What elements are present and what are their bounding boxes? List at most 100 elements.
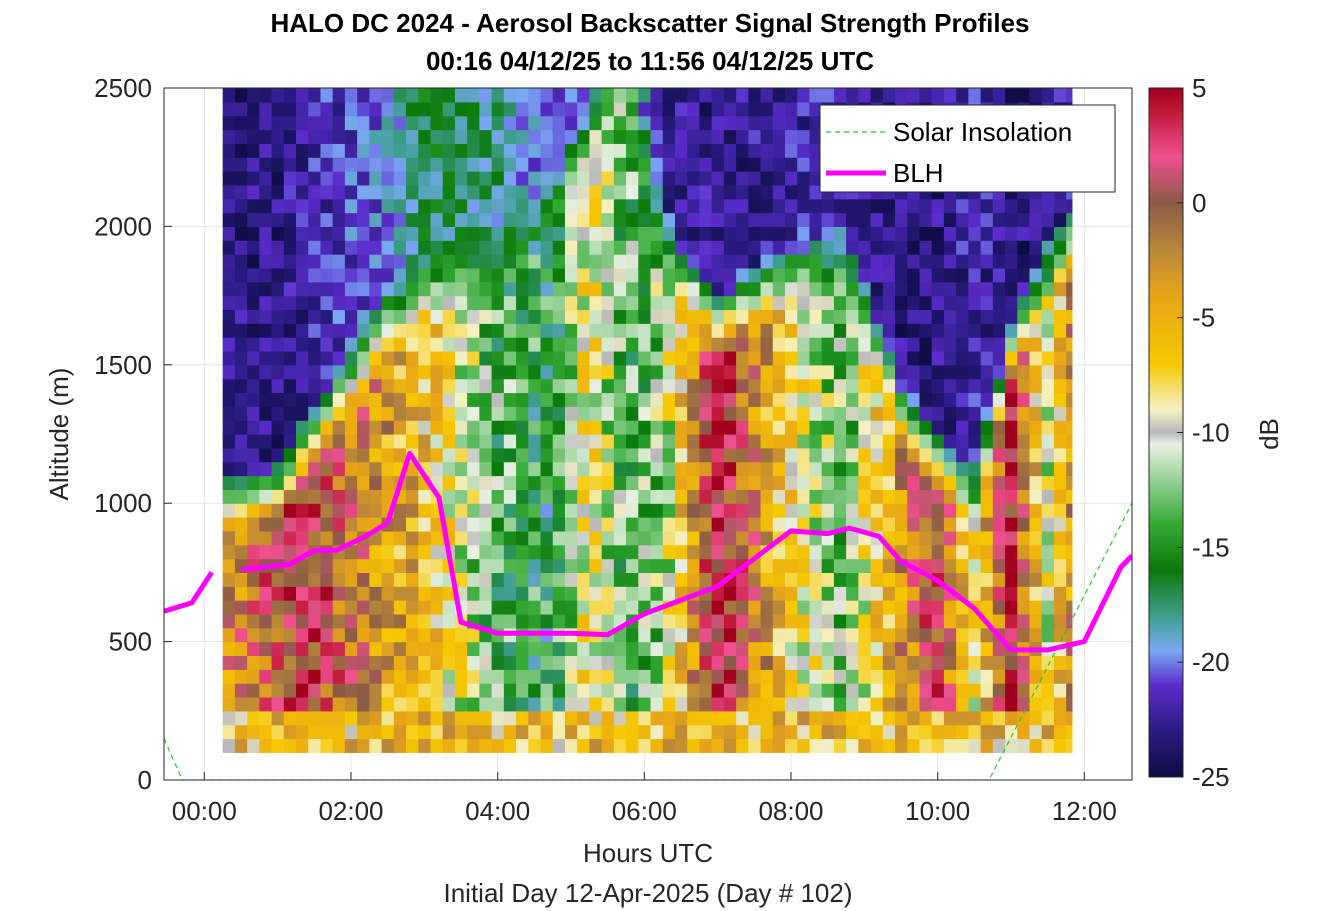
heatmap-cell bbox=[626, 171, 639, 186]
heatmap-cell bbox=[259, 475, 273, 490]
heatmap-cell bbox=[650, 420, 664, 435]
heatmap-cell bbox=[406, 475, 419, 490]
heatmap-cell bbox=[430, 309, 444, 324]
heatmap-cell bbox=[393, 683, 407, 698]
heatmap-cell bbox=[895, 323, 908, 338]
heatmap-cell bbox=[344, 724, 358, 740]
heatmap-cell bbox=[344, 157, 358, 172]
heatmap-cell bbox=[662, 696, 676, 712]
heatmap-cell bbox=[723, 364, 737, 380]
heatmap-cell bbox=[638, 406, 652, 421]
heatmap-cell bbox=[344, 309, 358, 324]
heatmap-cell bbox=[785, 364, 798, 380]
heatmap-cell bbox=[344, 350, 358, 366]
heatmap-cell bbox=[503, 406, 517, 421]
heatmap-cell bbox=[1041, 503, 1055, 518]
heatmap-cell bbox=[430, 88, 444, 103]
heatmap-cell bbox=[271, 254, 285, 269]
heatmap-cell bbox=[601, 600, 615, 615]
heatmap-cell bbox=[1029, 503, 1043, 518]
heatmap-cell bbox=[381, 710, 395, 726]
heatmap-cell bbox=[552, 115, 566, 131]
heatmap-cell bbox=[882, 586, 896, 601]
heatmap-cell bbox=[785, 475, 798, 490]
heatmap-cell bbox=[332, 475, 346, 490]
heatmap-cell bbox=[736, 309, 749, 324]
heatmap-cell bbox=[772, 115, 786, 131]
heatmap-cell bbox=[919, 88, 933, 103]
heatmap-cell bbox=[247, 572, 260, 587]
heatmap-cell bbox=[234, 157, 248, 172]
heatmap-cell bbox=[736, 129, 749, 144]
heatmap-cell bbox=[1066, 489, 1073, 504]
heatmap-cell bbox=[1066, 558, 1073, 573]
heatmap-cell bbox=[723, 627, 737, 643]
heatmap-cell bbox=[882, 738, 896, 753]
heatmap-cell bbox=[234, 641, 248, 657]
heatmap-cell bbox=[1005, 475, 1018, 490]
heatmap-cell bbox=[454, 184, 468, 200]
heatmap-cell bbox=[760, 530, 774, 546]
heatmap-cell bbox=[846, 420, 859, 435]
heatmap-cell bbox=[454, 738, 468, 753]
heatmap-cell bbox=[931, 281, 945, 297]
heatmap-cell bbox=[662, 184, 676, 200]
heatmap-cell bbox=[895, 710, 908, 726]
heatmap-cell bbox=[992, 655, 1006, 670]
heatmap-cell bbox=[1029, 267, 1043, 283]
heatmap-cell bbox=[723, 240, 737, 255]
heatmap-cell bbox=[723, 143, 737, 158]
heatmap-cell bbox=[980, 226, 994, 241]
heatmap-cell bbox=[344, 392, 358, 407]
heatmap-cell bbox=[687, 101, 701, 117]
heatmap-cell bbox=[454, 392, 468, 407]
heatmap-cell bbox=[479, 600, 493, 615]
heatmap-cell bbox=[613, 323, 627, 338]
heatmap-cell bbox=[638, 171, 652, 186]
heatmap-cell bbox=[956, 212, 969, 227]
heatmap-cell bbox=[736, 406, 749, 421]
heatmap-cell bbox=[1017, 88, 1031, 103]
heatmap-cell bbox=[968, 461, 982, 477]
heatmap-cell bbox=[943, 337, 957, 352]
heatmap-cell bbox=[711, 600, 725, 615]
heatmap-cell bbox=[540, 710, 554, 726]
heatmap-cell bbox=[271, 696, 285, 712]
heatmap-cell bbox=[271, 710, 285, 726]
heatmap-cell bbox=[308, 337, 322, 352]
heatmap-cell bbox=[479, 226, 493, 241]
heatmap-cell bbox=[760, 240, 774, 255]
heatmap-cell bbox=[540, 143, 554, 158]
heatmap-cell bbox=[613, 171, 627, 186]
heatmap-cell bbox=[760, 115, 774, 131]
heatmap-cell bbox=[943, 364, 957, 380]
heatmap-cell bbox=[846, 503, 859, 518]
heatmap-cell bbox=[393, 447, 407, 463]
heatmap-cell bbox=[393, 254, 407, 269]
heatmap-cell bbox=[809, 378, 823, 394]
heatmap-cell bbox=[601, 586, 615, 601]
heatmap-cell bbox=[271, 627, 285, 643]
heatmap-cell bbox=[1066, 323, 1073, 338]
heatmap-cell bbox=[564, 240, 578, 255]
heatmap-cell bbox=[467, 406, 480, 421]
heatmap-cell bbox=[393, 226, 407, 241]
heatmap-cell bbox=[516, 101, 529, 117]
heatmap-cell bbox=[467, 171, 480, 186]
heatmap-cell bbox=[564, 254, 578, 269]
heatmap-cell bbox=[503, 641, 517, 657]
heatmap-cell bbox=[931, 586, 945, 601]
heatmap-cell bbox=[222, 683, 236, 698]
heatmap-cell bbox=[320, 101, 334, 117]
heatmap-cell bbox=[858, 641, 872, 657]
heatmap-cell bbox=[821, 226, 835, 241]
heatmap-cell bbox=[564, 710, 578, 726]
heatmap-cell bbox=[821, 295, 835, 311]
heatmap-cell bbox=[479, 655, 493, 670]
heatmap-cell bbox=[454, 350, 468, 366]
heatmap-cell bbox=[870, 364, 884, 380]
heatmap-cell bbox=[381, 683, 395, 698]
heatmap-cell bbox=[381, 544, 395, 560]
heatmap-cell bbox=[687, 254, 701, 269]
heatmap-cell bbox=[552, 558, 566, 573]
